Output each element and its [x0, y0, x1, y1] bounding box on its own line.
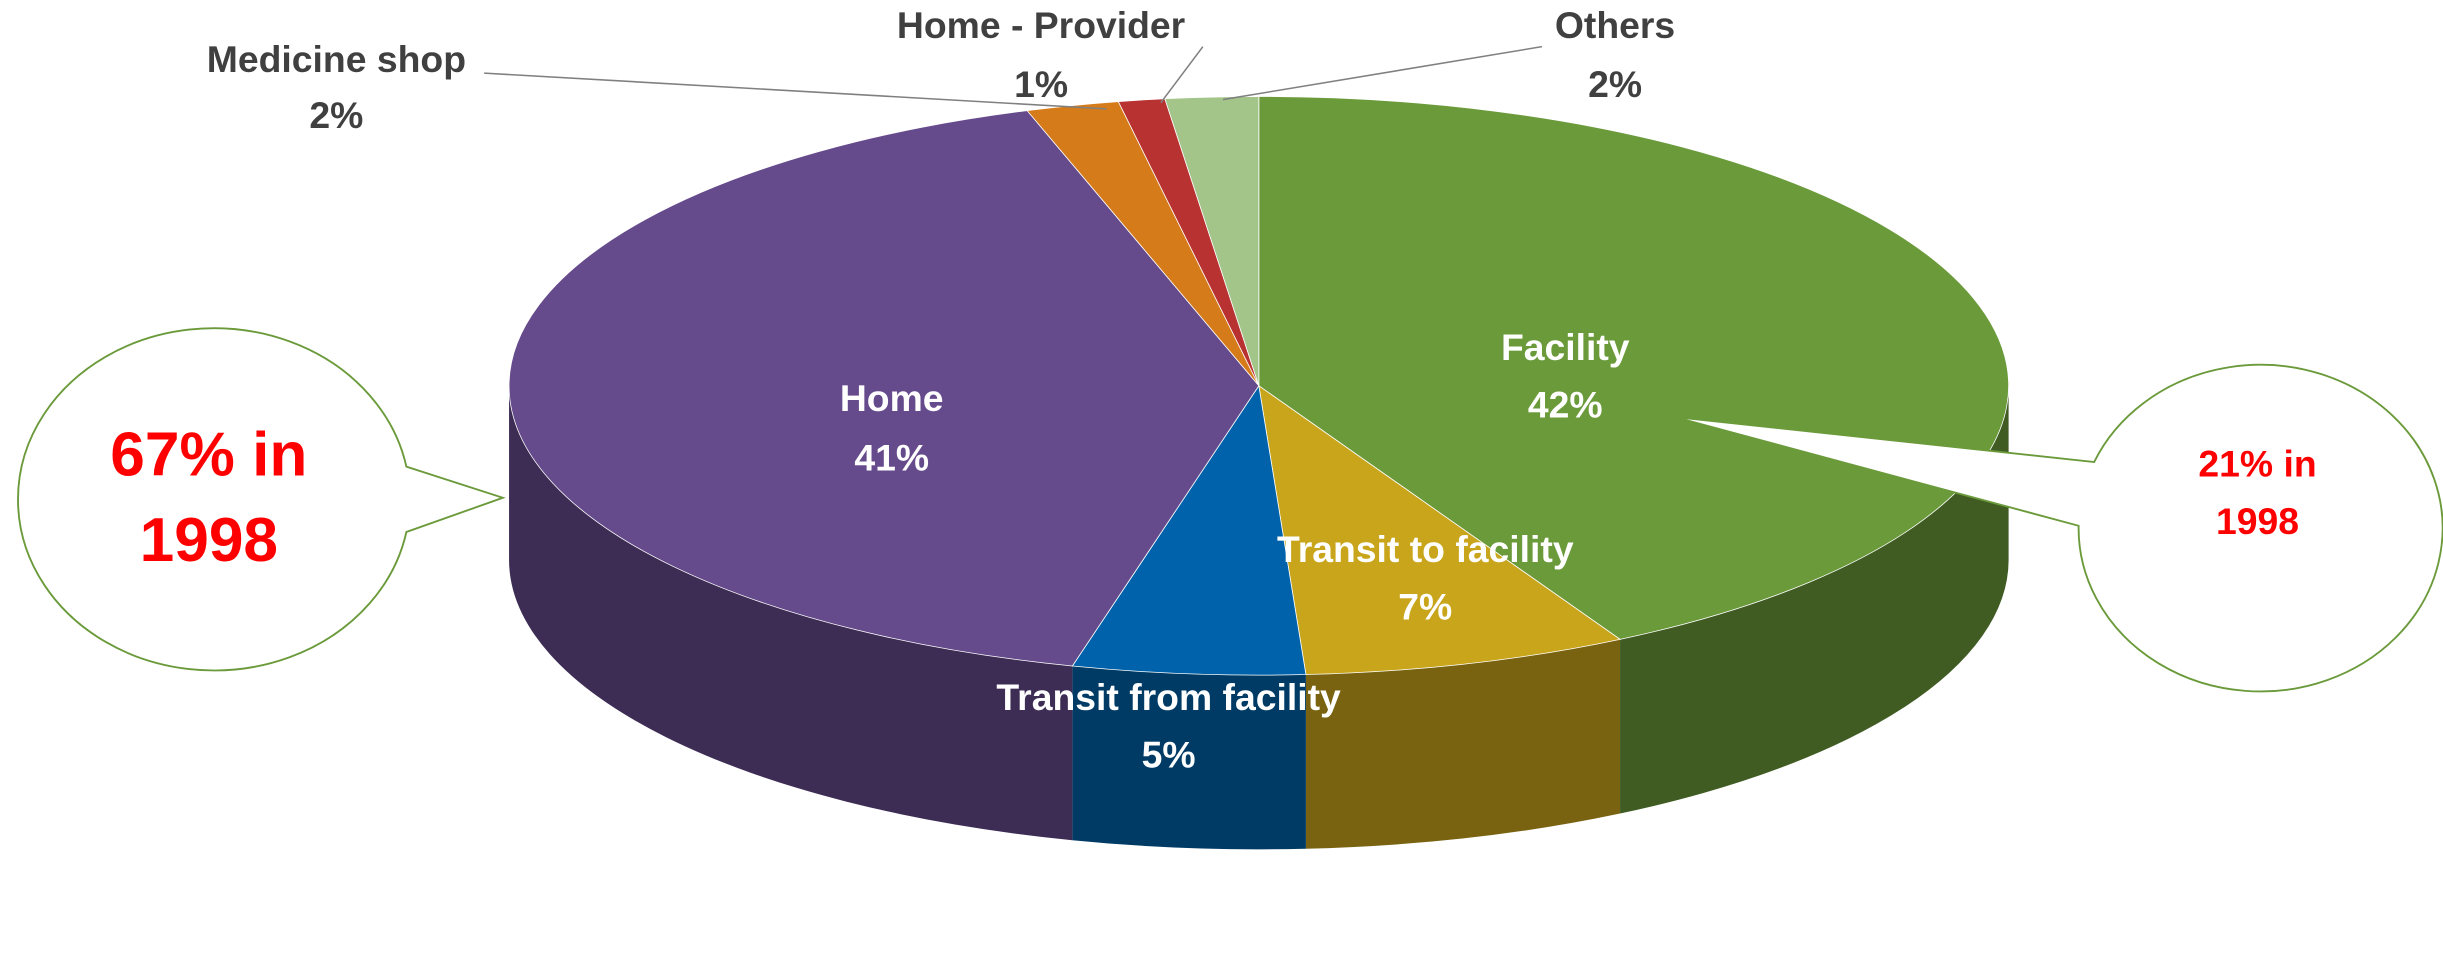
callout-text: 21% in	[2198, 443, 2316, 485]
slice-label: Facility	[1501, 326, 1630, 368]
pie-labels: Facility 42% Transit to facility 7% Transit …	[207, 4, 1675, 776]
slice-side	[509, 385, 1073, 841]
slice-label: Home - Provider	[897, 4, 1185, 46]
slice-value-label: 2%	[309, 94, 363, 136]
slice-value-label: 5%	[1142, 733, 1196, 775]
pie-sides	[509, 385, 2009, 850]
slice-value-label: 41%	[854, 436, 929, 478]
slice-label: Transit from facility	[996, 676, 1341, 718]
slice	[1164, 96, 1260, 386]
slice-side	[1305, 639, 1621, 849]
slice-value-label: 42%	[1528, 383, 1603, 425]
callouts: 67% in 1998 21% in 1998	[17, 327, 2443, 693]
slice-value-label: 7%	[1398, 586, 1452, 628]
callout-text: 1998	[140, 506, 278, 575]
slice-value-label: 2%	[1588, 63, 1642, 105]
leader-line	[484, 72, 1107, 110]
callout-text: 67% in	[110, 420, 307, 489]
callout-text: 1998	[2216, 500, 2299, 542]
slice-label: Medicine shop	[207, 38, 466, 80]
slice	[1071, 384, 1307, 676]
slice-side	[1620, 385, 2009, 814]
callout-bubble	[1673, 363, 2443, 693]
slice-value-label: 1%	[1014, 63, 1068, 105]
slice	[1258, 384, 1622, 675]
callout-bubble	[17, 327, 506, 672]
slice	[1258, 96, 2009, 640]
slice-label: Home	[840, 377, 944, 419]
slice-label: Others	[1555, 4, 1675, 46]
slice	[508, 110, 1260, 667]
leader-line	[1160, 46, 1204, 104]
leader-line	[1222, 45, 1543, 101]
pie-tops	[508, 96, 2009, 676]
slice-label: Transit to facility	[1277, 528, 1574, 570]
slice-side	[1072, 666, 1306, 850]
